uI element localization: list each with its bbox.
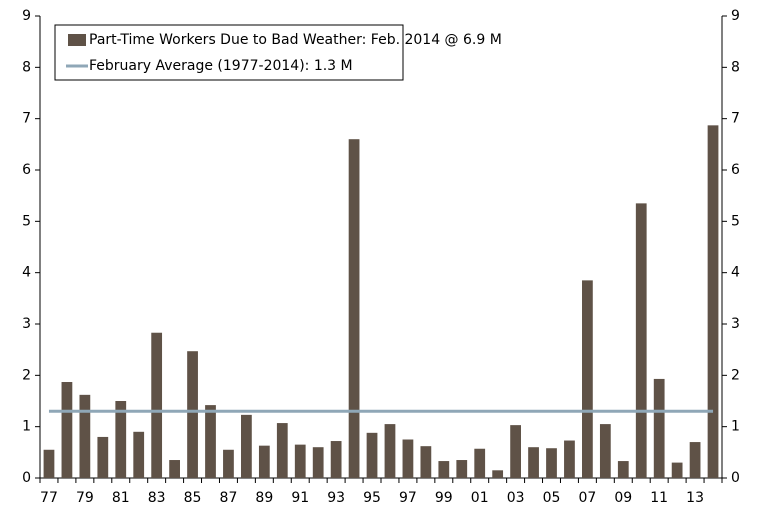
legend-swatch	[68, 34, 86, 46]
x-tick-label: 13	[686, 490, 704, 506]
y2-tick-label: 5	[731, 213, 740, 229]
bar	[617, 461, 629, 478]
bar	[151, 332, 163, 478]
x-tick-label: 85	[184, 490, 202, 506]
bar	[205, 405, 216, 478]
y-tick-label: 8	[22, 59, 31, 75]
bar	[635, 203, 647, 478]
x-tick-label: 89	[255, 490, 273, 506]
x-tick-label: 77	[40, 490, 58, 506]
bar	[43, 449, 55, 478]
bar	[492, 470, 504, 478]
y2-tick-label: 2	[731, 367, 740, 383]
bar	[510, 425, 521, 478]
x-tick-label: 93	[327, 490, 345, 506]
x-tick-label: 03	[507, 490, 525, 506]
bar	[653, 378, 665, 478]
y2-tick-label: 3	[731, 316, 740, 332]
bar	[671, 462, 683, 478]
y-tick-label: 9	[22, 8, 31, 24]
bar	[79, 394, 91, 478]
legend-label: February Average (1977-2014): 1.3 M	[89, 58, 353, 74]
x-tick-label: 87	[220, 490, 238, 506]
x-tick-label: 01	[471, 490, 489, 506]
y-tick-label: 4	[22, 265, 31, 281]
bar	[546, 448, 557, 478]
y2-tick-label: 8	[731, 59, 740, 75]
x-tick-label: 09	[614, 490, 632, 506]
bar	[133, 431, 145, 478]
bar	[599, 424, 611, 478]
bar	[97, 436, 109, 478]
y2-tick-label: 6	[731, 162, 740, 178]
bar	[582, 280, 593, 478]
bar	[187, 351, 198, 478]
x-tick-label: 99	[435, 490, 453, 506]
y2-tick-label: 4	[731, 265, 740, 281]
bar	[276, 423, 288, 478]
bar	[474, 448, 486, 478]
bar	[169, 460, 180, 478]
bar	[366, 432, 378, 478]
y-tick-label: 6	[22, 162, 31, 178]
bar	[564, 440, 575, 478]
bar	[707, 125, 719, 478]
bar	[115, 401, 127, 478]
bar	[438, 461, 450, 478]
bar	[330, 441, 342, 478]
y-tick-label: 0	[22, 470, 31, 486]
bar	[348, 139, 360, 478]
x-tick-label: 91	[291, 490, 309, 506]
x-tick-label: 81	[112, 490, 130, 506]
y-tick-label: 7	[22, 111, 31, 127]
y-tick-label: 3	[22, 316, 31, 332]
bar	[456, 460, 468, 478]
bar	[420, 446, 432, 478]
x-tick-label: 83	[148, 490, 166, 506]
y-tick-label: 2	[22, 367, 31, 383]
legend-label: Part-Time Workers Due to Bad Weather: Fe…	[89, 32, 502, 48]
x-tick-label: 97	[399, 490, 417, 506]
y2-tick-label: 9	[731, 8, 740, 24]
bar	[312, 447, 324, 478]
y2-tick-label: 1	[731, 419, 740, 435]
x-tick-label: 05	[543, 490, 561, 506]
y-tick-label: 1	[22, 419, 31, 435]
bar	[689, 442, 701, 478]
y2-tick-label: 0	[731, 470, 740, 486]
legend: Part-Time Workers Due to Bad Weather: Fe…	[54, 24, 502, 81]
x-tick-label: 95	[363, 490, 381, 506]
y-tick-label: 5	[22, 213, 31, 229]
bar	[402, 439, 414, 478]
x-tick-label: 79	[76, 490, 94, 506]
bar	[223, 449, 234, 478]
x-tick-label: 07	[578, 490, 596, 506]
bar	[258, 445, 270, 478]
legend-box	[54, 24, 404, 81]
bar	[241, 414, 252, 478]
bar	[528, 447, 539, 478]
y2-tick-label: 7	[731, 111, 740, 127]
bar	[294, 444, 306, 478]
bar	[61, 382, 73, 478]
x-tick-label: 11	[650, 490, 668, 506]
bar	[384, 424, 396, 478]
